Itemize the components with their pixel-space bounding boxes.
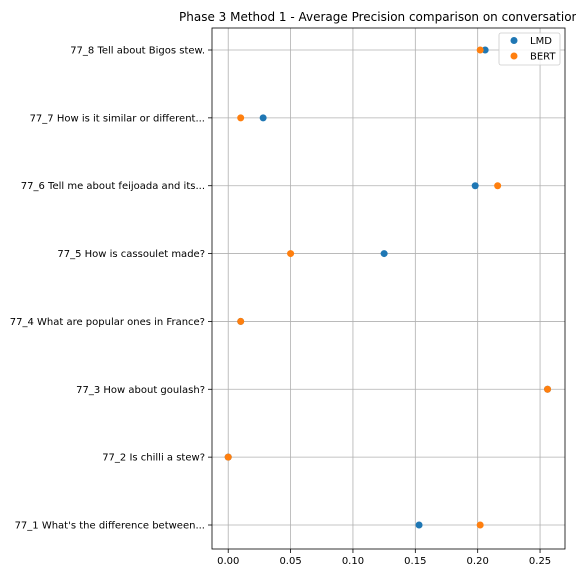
y-tick-label: 77_1 What's the difference between... (15, 521, 205, 532)
y-tick-label: 77_6 Tell me about feijoada and its... (21, 181, 205, 192)
data-point-bert (287, 250, 295, 258)
y-tick-label: 77_2 Is chilli a stew? (102, 453, 205, 464)
legend-label-lmd: LMD (530, 36, 552, 47)
y-tick-label: 77_7 How is it similar or different... (30, 113, 205, 124)
legend-marker-bert (510, 52, 518, 60)
data-point-bert (237, 114, 245, 122)
chart-title: Phase 3 Method 1 - Average Precision com… (179, 10, 576, 24)
plot-area (211, 27, 566, 550)
data-point-lmd (415, 521, 423, 529)
data-point-bert (494, 182, 502, 190)
y-tick-label: 77_4 What are popular ones in France? (10, 317, 205, 328)
data-point-lmd (259, 114, 267, 122)
x-tick-label: 0.05 (279, 556, 301, 567)
x-tick-label: 0.20 (467, 556, 489, 567)
x-tick-label: 0.25 (529, 556, 551, 567)
data-point-bert (476, 46, 484, 54)
points-layer (224, 46, 552, 529)
data-point-lmd (471, 182, 479, 190)
data-point-lmd (380, 250, 388, 258)
y-tick-label: 77_3 How about goulash? (76, 385, 205, 396)
grid-layer (212, 28, 565, 549)
data-point-bert (237, 317, 245, 325)
legend: LMD BERT (498, 32, 561, 66)
data-point-bert (224, 453, 232, 461)
data-point-bert (476, 521, 484, 529)
data-point-lmd (481, 46, 489, 54)
y-tick-label: 77_5 How is cassoulet made? (57, 249, 205, 260)
x-tick-label: 0.15 (404, 556, 426, 567)
x-tick-label: 0.00 (217, 556, 239, 567)
y-tick-label: 77_8 Tell about Bigos stew. (70, 46, 205, 57)
legend-label-bert: BERT (530, 52, 556, 63)
x-tick-label: 0.10 (342, 556, 364, 567)
tick-layer: 0.00 0.05 0.10 0.15 0.20 0.25 77_1 What's the … (10, 46, 551, 568)
data-point-bert (544, 385, 552, 393)
legend-marker-lmd (510, 37, 518, 44)
